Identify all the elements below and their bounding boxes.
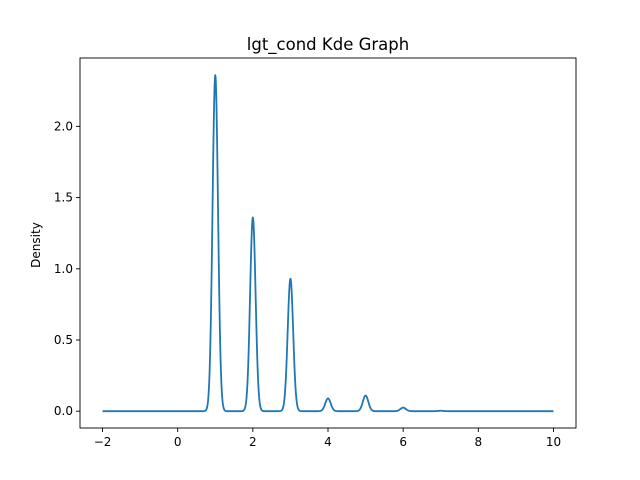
- y-axis-label: Density: [29, 222, 43, 268]
- y-tick-label: 1.0: [54, 262, 73, 276]
- x-tick-label: 8: [474, 435, 482, 449]
- y-tick-label: 2.0: [54, 119, 73, 133]
- x-axis: −2 0 2 4 6 8 10: [94, 428, 561, 449]
- x-tick-label: −2: [94, 435, 112, 449]
- chart-title: lgt_cond Kde Graph: [247, 35, 409, 55]
- y-tick-label: 1.5: [54, 191, 73, 205]
- y-tick-label: 0.0: [54, 404, 73, 418]
- x-tick-label: 6: [399, 435, 407, 449]
- y-tick-label: 0.5: [54, 333, 73, 347]
- x-tick-label: 2: [249, 435, 257, 449]
- axes-frame: [79, 57, 577, 429]
- density-line: [101, 74, 555, 413]
- plot-area: [79, 57, 577, 429]
- x-tick-label: 4: [324, 435, 332, 449]
- x-tick-label: 10: [546, 435, 561, 449]
- y-axis: 0.0 0.5 1.0 1.5 2.0: [54, 119, 80, 418]
- x-tick-label: 0: [174, 435, 182, 449]
